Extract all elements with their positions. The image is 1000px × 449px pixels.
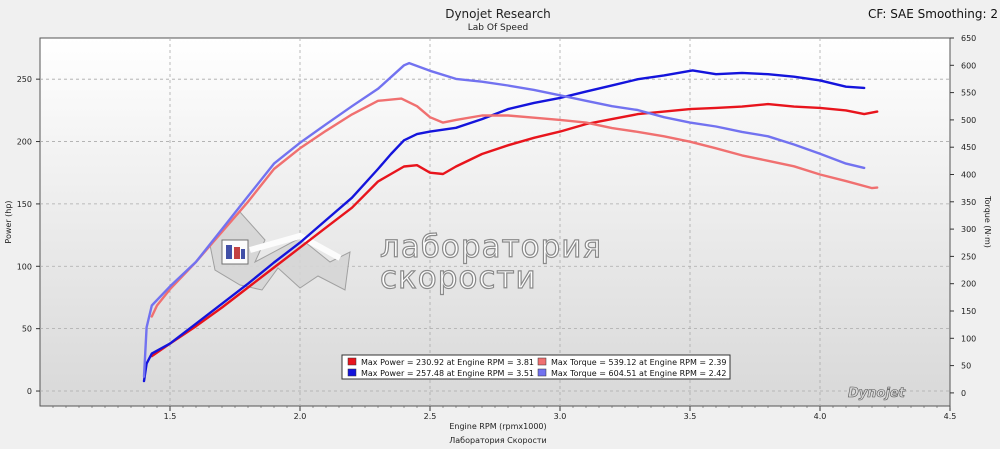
y-right-tick-label: 400: [961, 170, 976, 179]
y-right-tick-label: 500: [961, 116, 976, 125]
legend-swatch-torque-blue: [537, 368, 547, 377]
series-power-blue: [142, 69, 866, 383]
y-axis-right-label: Torque (N·m): [983, 195, 992, 248]
series-torque-blue: [142, 61, 866, 378]
y-left-tick-label: 200: [17, 138, 32, 147]
legend-item-torque-red: Max Torque = 539.12 at Engine RPM = 2.39: [551, 358, 726, 367]
x-tick-label: 4.0: [814, 412, 827, 421]
y-left-tick-label: 100: [17, 262, 32, 271]
y-right-tick-label: 250: [961, 252, 976, 261]
y-left-tick-label: 250: [17, 75, 32, 84]
y-right-tick-label: 650: [961, 34, 976, 43]
legend-swatch-power-blue: [347, 368, 357, 377]
x-axis-label: Engine RPM (rpmx1000): [449, 422, 546, 431]
x-tick-label: 1.5: [164, 412, 177, 421]
y-right-tick-label: 0: [961, 389, 966, 398]
y-right-tick-label: 450: [961, 143, 976, 152]
cf-smoothing-label: CF: SAE Smoothing: 2: [868, 7, 998, 21]
y-right-tick-label: 50: [961, 362, 971, 371]
y-right-tick-label: 600: [961, 61, 976, 70]
chart-title: Dynojet Research: [445, 7, 551, 21]
y-left-tick-label: 150: [17, 200, 32, 209]
watermark-text-line2: скорости: [380, 260, 537, 296]
x-tick-label: 2.5: [424, 412, 437, 421]
series-group: [142, 61, 879, 383]
legend-item-torque-blue: Max Torque = 604.51 at Engine RPM = 2.42: [551, 369, 726, 378]
y-right-tick-label: 350: [961, 198, 976, 207]
y-right-tick-label: 200: [961, 280, 976, 289]
y-right-tick-label: 150: [961, 307, 976, 316]
legend-swatch-power-red: [347, 357, 357, 366]
axes: 1.5 2.0 2.5 3.0 3.5 4.0 4.5 0 50 100 150 200 250 0 50 1…: [17, 34, 977, 421]
legend-item-power-red: Max Power = 230.92 at Engine RPM = 3.81: [361, 358, 534, 367]
y-left-tick-label: 0: [27, 387, 32, 396]
x-tick-label: 3.5: [684, 412, 697, 421]
legend-box: [341, 354, 731, 380]
dynojet-logo: Dynojet: [848, 386, 906, 401]
watermark-text-line1: лаборатория: [380, 229, 602, 265]
x-tick-label: 4.5: [944, 412, 957, 421]
y-left-tick-label: 50: [22, 325, 32, 334]
y-right-tick-label: 100: [961, 334, 976, 343]
x-tick-label: 2.0: [294, 412, 307, 421]
y-right-tick-label: 300: [961, 225, 976, 234]
legend: Max Power = 230.92 at Engine RPM = 3.81 …: [341, 354, 731, 380]
footer-text: Лаборатория Скорости: [449, 436, 546, 445]
legend-item-power-blue: Max Power = 257.48 at Engine RPM = 3.51: [361, 369, 534, 378]
y-right-tick-label: 550: [961, 89, 976, 98]
series-torque-red: [150, 97, 879, 318]
chart-subtitle: Lab Of Speed: [468, 23, 528, 33]
legend-swatch-torque-red: [537, 357, 547, 366]
x-tick-label: 3.0: [554, 412, 567, 421]
y-axis-left-label: Power (hp): [4, 200, 13, 243]
plot-area: [39, 37, 951, 407]
series-power-red: [150, 102, 879, 358]
